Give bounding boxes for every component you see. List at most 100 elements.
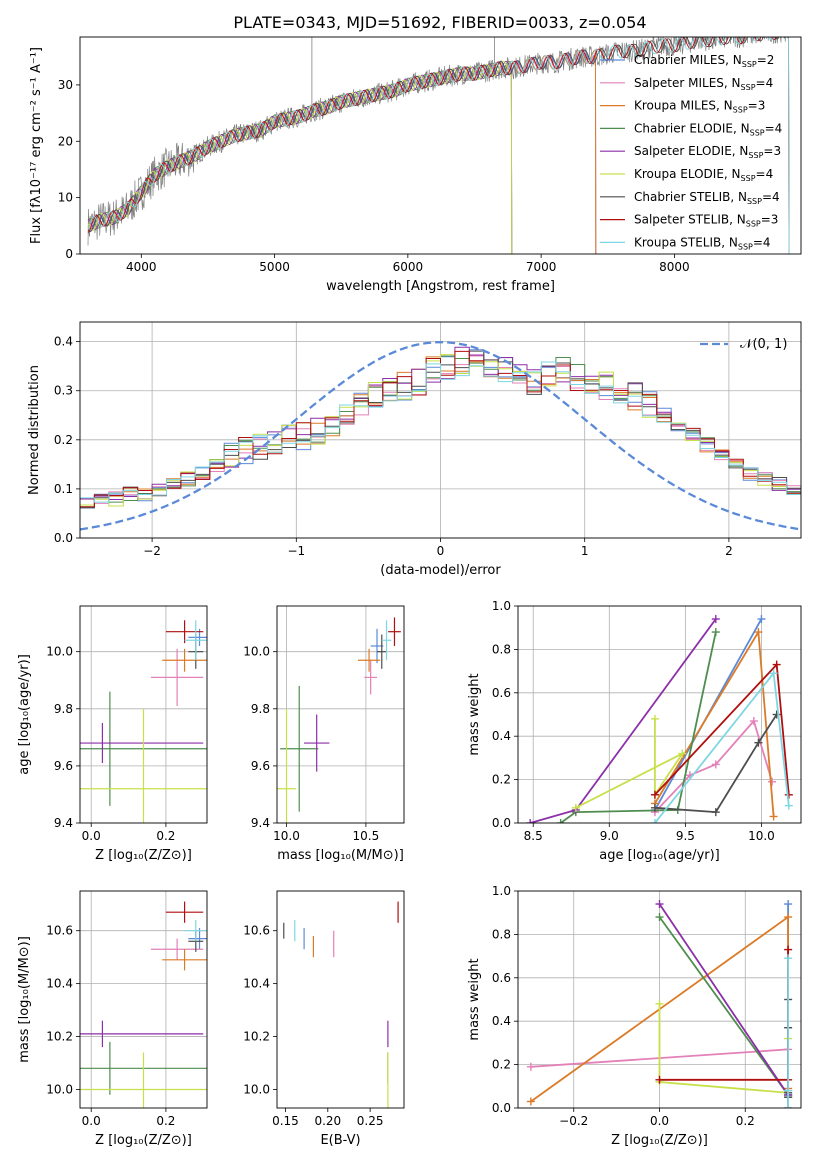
y-tick-label: 10.2: [243, 1030, 270, 1044]
errorbar-point-kroupa_miles: [357, 648, 381, 672]
errorbar-point-kroupa_elodie: [80, 1052, 207, 1108]
errorbar-point-salpeter_stelib: [165, 901, 204, 923]
y-axis-label: Flux [fλ10⁻¹⁷ erg cm⁻² s⁻¹ A⁻¹]: [29, 47, 44, 244]
legend-label-main: Salpeter STELIB, N: [634, 213, 746, 227]
errorbar-point-kroupa_miles: [162, 648, 207, 672]
y-tick-label: 10.0: [243, 645, 270, 659]
y-tick-label: 0.4: [54, 335, 73, 349]
mass-weight-marker-kroupa_elodie: [678, 749, 687, 758]
y-tick-label: 0.2: [54, 433, 73, 447]
legend-label-suffix: =2: [757, 53, 775, 67]
y-tick-label: 0.8: [492, 927, 511, 941]
y-axis-label: mass [log₁₀(M/M⊙)]: [17, 936, 32, 1063]
x-tick-label: −2: [143, 544, 161, 558]
mass-weight-marker-chabrier_stelib: [650, 803, 659, 812]
errorbar-point-salpeter_elodie: [80, 1020, 204, 1048]
mass_vs_ebv-plot-area: [283, 901, 399, 1108]
mass_weight_vs_age-axes: 8.5 9.0 9.5 10.0 0.0 0.2 0.4 0.6 0.8 1.0 age [log₁…: [467, 599, 802, 863]
mass-weight-marker-salpeter_elodie: [526, 819, 535, 823]
legend-label-salpeter_elodie: Salpeter ELODIE, NSSP=3: [634, 144, 781, 160]
mass-weight-marker-salpeter_elodie: [655, 900, 664, 909]
errorbar-point-kroupa_stelib: [184, 620, 207, 661]
mass-weight-marker-kroupa_stelib: [784, 1104, 793, 1108]
mass-weight-marker-salpeter_miles: [711, 760, 720, 769]
x-tick-label: 4000: [126, 260, 157, 274]
x-tick-label: 0.0: [650, 1114, 669, 1128]
y-tick-label: 30: [58, 78, 73, 92]
mass-weight-line-chabrier_elodie: [560, 631, 717, 823]
legend-label-main: Kroupa MILES, N: [634, 99, 733, 113]
y-tick-label: 9.6: [54, 759, 73, 773]
mass-weight-marker-salpeter_miles: [768, 777, 777, 786]
legend-label-suffix: =4: [756, 167, 774, 181]
legend-label-subscript: SSP: [733, 106, 748, 115]
residual-histogram-salpeter_stelib: [80, 350, 801, 508]
x-tick-label: 8.5: [524, 829, 543, 843]
errorbar-point-chabrier_elodie: [80, 1041, 207, 1095]
mass-weight-marker-salpeter_stelib: [655, 1075, 664, 1084]
figure-title: PLATE=0343, MJD=51692, FIBERID=0033, z=0…: [233, 13, 646, 32]
x-tick-label: 0.2: [156, 1114, 175, 1128]
y-tick-label: 10.4: [243, 977, 270, 991]
mass-weight-marker-chabrier_miles: [784, 900, 793, 909]
mass-weight-marker-chabrier_stelib: [711, 808, 720, 817]
mass-weight-marker-kroupa_stelib: [784, 801, 793, 810]
y-tick-label: 9.4: [251, 816, 270, 830]
legend-label-subscript: SSP: [750, 128, 765, 137]
mass_weight_vs_age-plot-area: [518, 606, 801, 823]
mass-weight-marker-kroupa_miles: [784, 913, 793, 922]
legend-label-kroupa_stelib: Kroupa STELIB, NSSP=4: [634, 235, 771, 251]
axes-frame: [517, 605, 802, 824]
x-tick-label: 1: [581, 544, 589, 558]
y-tick-label: 20: [58, 134, 73, 148]
y-axis-label: mass weight: [467, 958, 482, 1040]
y-tick-label: 0: [65, 247, 73, 261]
mass-weight-marker-kroupa_stelib: [784, 1086, 793, 1095]
mass-weight-marker-salpeter_miles: [526, 1062, 535, 1071]
legend-label-kroupa_elodie: Kroupa ELODIE, NSSP=4: [634, 167, 773, 183]
y-tick-label: 0.1: [54, 482, 73, 496]
legend-label-normal: 𝒩(0, 1): [740, 337, 787, 352]
y-tick-label: 10.6: [46, 924, 73, 938]
y-tick-label: 9.4: [54, 816, 73, 830]
mass-weight-marker-chabrier_elodie: [655, 913, 664, 922]
mass-weight-marker-salpeter_stelib: [784, 790, 793, 799]
errorbar-point-kroupa_elodie: [80, 708, 207, 823]
y-tick-label: 1.0: [492, 599, 511, 613]
mass_vs_Z-axes: 0.0 0.2 10.0 10.2 10.4 10.6 Z [log₁₀(Z/Z⊙)] mas…: [17, 890, 208, 1148]
errorbar-point-kroupa_stelib: [381, 620, 392, 661]
mass-weight-marker-chabrier_miles: [757, 615, 766, 624]
age_vs_mass-plot-area: [277, 606, 404, 823]
x-tick-label: −0.2: [559, 1114, 588, 1128]
mass_vs_ebv-axes: 0.15 0.20 0.25 10.0 10.2 10.4 10.6 E(B-V): [243, 890, 405, 1148]
errorbar-point-kroupa_stelib: [184, 920, 207, 942]
x-axis-label: Z [log₁₀(Z/Z⊙)]: [95, 848, 192, 863]
x-tick-label: 0.15: [272, 1114, 299, 1128]
y-tick-label: 0.4: [492, 729, 511, 743]
x-axis-label: Z [log₁₀(Z/Z⊙)]: [611, 1133, 708, 1148]
axes-frame: [276, 605, 405, 824]
x-axis-label: mass [log₁₀(M/M⊙)]: [277, 848, 404, 863]
legend-label-main: Chabrier MILES, N: [634, 53, 742, 67]
axes-frame: [79, 321, 802, 539]
legend-label-suffix: =4: [756, 76, 774, 90]
errorbar-point-salpeter_elodie: [80, 723, 204, 764]
x-tick-label: 0: [437, 544, 445, 558]
y-tick-label: 0.6: [492, 686, 511, 700]
axes-frame: [79, 36, 802, 255]
legend-label-chabrier_miles: Chabrier MILES, NSSP=2: [634, 53, 774, 69]
spectrum-plot-area: [87, 37, 790, 254]
mass-weight-marker-kroupa_miles: [754, 628, 763, 637]
mass-weight-marker-salpeter_elodie: [711, 615, 720, 624]
legend-label-subscript: SSP: [742, 60, 757, 69]
mass-weight-marker-salpeter_stelib: [784, 945, 793, 954]
y-tick-label: 0.8: [492, 642, 511, 656]
normal-distribution-curve: [80, 341, 799, 531]
residuals-plot-area: [80, 322, 801, 538]
x-tick-label: 0.2: [156, 829, 175, 843]
y-tick-label: 9.8: [54, 702, 73, 716]
residuals-axes: −2 −1 0 1 2 0.0 0.1 0.2 0.3 0.4 (data-model)/error…: [27, 321, 802, 578]
y-tick-label: 10.0: [243, 1082, 270, 1096]
y-tick-label: 0.2: [492, 773, 511, 787]
x-axis-label: wavelength [Angstrom, rest frame]: [326, 279, 555, 294]
